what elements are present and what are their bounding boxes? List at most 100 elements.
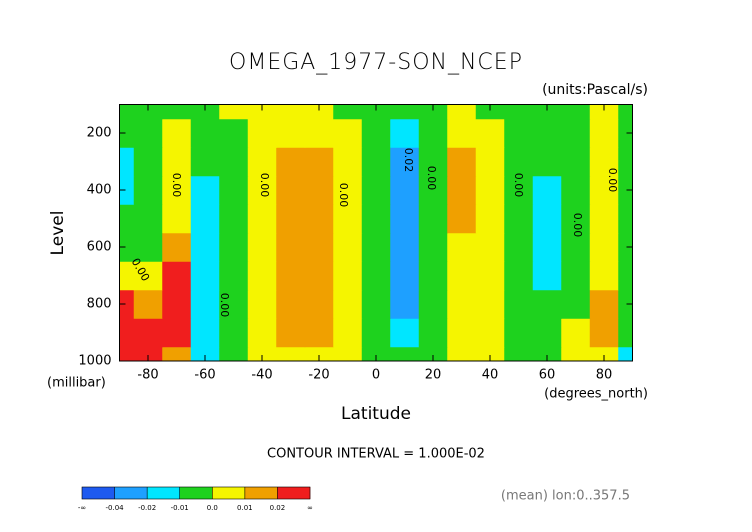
contour-cell xyxy=(304,346,334,362)
contour-cell xyxy=(390,261,420,291)
contour-cell xyxy=(418,118,448,148)
y-label: Level xyxy=(48,211,68,256)
contour-cell xyxy=(504,318,534,348)
contour-cell xyxy=(475,104,505,120)
contour-cell xyxy=(333,318,363,348)
contour-cell xyxy=(475,261,505,291)
contour-cell xyxy=(162,346,192,362)
contour-cell xyxy=(361,318,391,348)
contour-cell xyxy=(361,261,391,291)
contour-cell xyxy=(162,261,192,291)
x-tick-label: 80 xyxy=(596,368,613,383)
contour-cell xyxy=(276,147,306,177)
contour-cell xyxy=(561,175,591,205)
x-tick-label: 0 xyxy=(372,368,380,383)
contour-cell xyxy=(504,289,534,319)
contour-cell xyxy=(276,318,306,348)
contour-cell xyxy=(504,346,534,362)
contour-cell xyxy=(162,175,192,205)
contour-label: 0.00 xyxy=(170,173,183,198)
contour-cell xyxy=(119,118,135,148)
x-tick-label: -20 xyxy=(308,368,329,383)
contour-cell xyxy=(504,232,534,262)
contour-cell xyxy=(589,104,619,120)
contour-cell xyxy=(361,147,391,177)
contour-cell xyxy=(133,204,163,234)
contour-cell xyxy=(276,346,306,362)
contour-cell xyxy=(133,318,163,348)
contour-cell xyxy=(361,175,391,205)
contour-cell xyxy=(390,104,420,120)
contour-label: 0.00 xyxy=(337,183,350,208)
contour-cell xyxy=(190,204,220,234)
contour-cell xyxy=(475,232,505,262)
contour-cell xyxy=(532,175,562,205)
contour-cell xyxy=(276,118,306,148)
contour-cell xyxy=(119,147,135,177)
contour-cell xyxy=(361,346,391,362)
contour-cell xyxy=(162,147,192,177)
contour-cell xyxy=(561,204,591,234)
contour-cell xyxy=(119,318,135,348)
y-unit: (millibar) xyxy=(47,376,106,391)
contour-cell xyxy=(475,318,505,348)
contour-cell xyxy=(447,289,477,319)
contour-cell xyxy=(475,289,505,319)
contour-cell xyxy=(304,118,334,148)
contour-cell xyxy=(504,204,534,234)
contour-cell xyxy=(333,204,363,234)
contour-cell xyxy=(618,204,633,234)
x-label: Latitude xyxy=(341,404,411,424)
contour-cell xyxy=(504,104,534,120)
contour-cell xyxy=(589,318,619,348)
contour-cell xyxy=(276,175,306,205)
contour-cell xyxy=(190,104,220,120)
contour-cell xyxy=(190,147,220,177)
contour-cell xyxy=(162,204,192,234)
contour-cell xyxy=(589,232,619,262)
contour-cell xyxy=(247,204,277,234)
contour-cell xyxy=(532,118,562,148)
contour-cell xyxy=(162,289,192,319)
contour-cell xyxy=(532,147,562,177)
contour-cell xyxy=(418,232,448,262)
contour-cell xyxy=(532,204,562,234)
contour-label: 0.00 xyxy=(512,173,525,198)
contour-cell xyxy=(333,261,363,291)
y-tick-label: 800 xyxy=(87,297,112,312)
colorbar-label: 0.01 xyxy=(237,504,253,512)
contour-cell xyxy=(504,147,534,177)
contour-cell xyxy=(361,118,391,148)
contour-cell xyxy=(532,232,562,262)
contour-cell xyxy=(247,289,277,319)
colorbar-label: -0.01 xyxy=(171,504,189,512)
contour-cell xyxy=(119,289,135,319)
contour-cell xyxy=(390,318,420,348)
contour-cell xyxy=(133,147,163,177)
contour-cell xyxy=(618,232,633,262)
contour-cell xyxy=(618,175,633,205)
contour-cell xyxy=(333,104,363,120)
contour-label: 0.00 xyxy=(606,168,619,193)
contour-cell xyxy=(304,261,334,291)
contour-cell xyxy=(561,318,591,348)
contour-cell xyxy=(589,346,619,362)
contour-label: 0.02 xyxy=(402,148,415,173)
contour-cell xyxy=(390,289,420,319)
contour-cell xyxy=(447,118,477,148)
contour-cell xyxy=(219,232,249,262)
contour-cell xyxy=(447,318,477,348)
contour-cell xyxy=(247,346,277,362)
contour-cell xyxy=(133,289,163,319)
contour-cell xyxy=(219,118,249,148)
colorbar-label: -∞ xyxy=(78,504,86,512)
contour-cell xyxy=(418,289,448,319)
footnote: (mean) lon:0..357.5 xyxy=(501,489,630,504)
colorbar-swatch xyxy=(244,487,278,499)
contour-cell xyxy=(361,232,391,262)
colorbar-swatch xyxy=(277,487,311,499)
contour-cell xyxy=(618,261,633,291)
contour-cell xyxy=(475,346,505,362)
contour-cell xyxy=(119,261,135,291)
contour-cell xyxy=(504,118,534,148)
